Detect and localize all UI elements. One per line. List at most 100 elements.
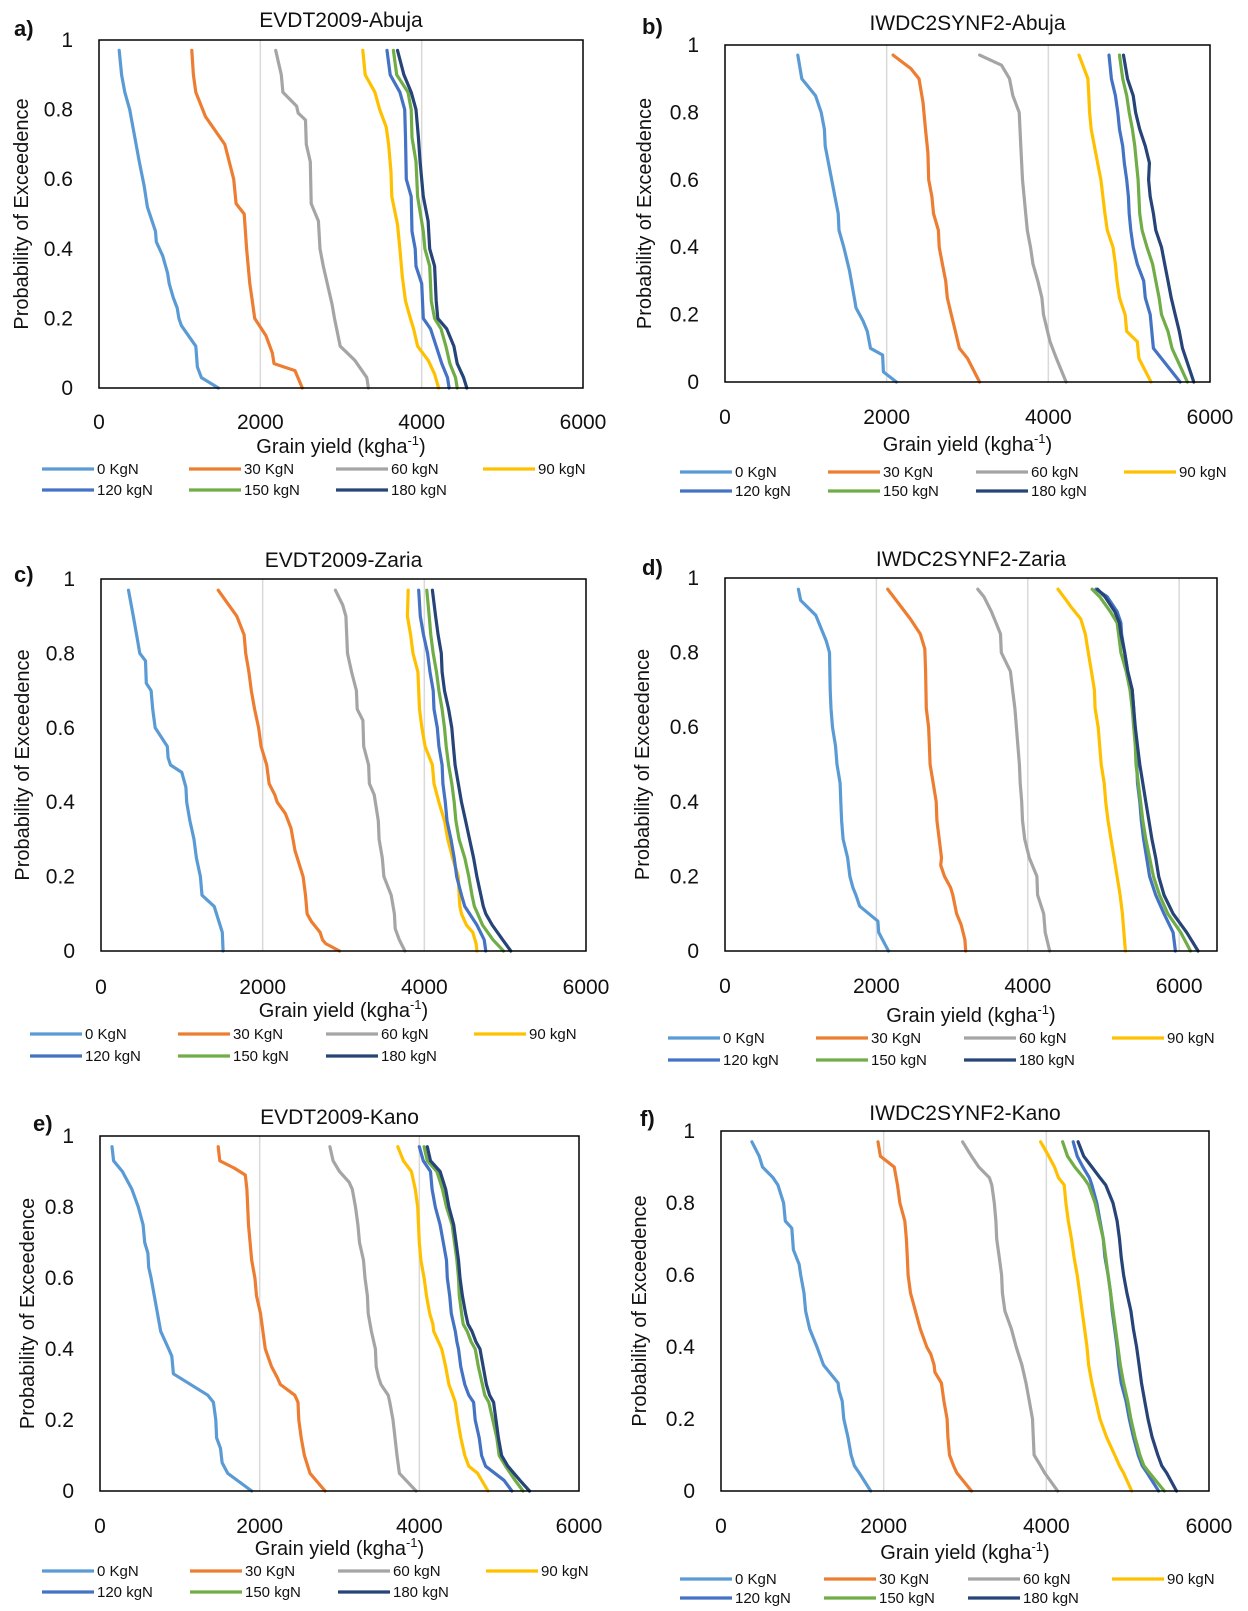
chart-panel-6: IWDC2SYNF2-Kano f) 0 0.2 0.4 0.6 0.8 1 0 2000 4000… xyxy=(629,1102,1232,1607)
legend-label: 90 kgN xyxy=(1167,1571,1215,1588)
x-tick-label: 4000 xyxy=(396,1515,443,1538)
series-line-60-kgn xyxy=(960,1140,1060,1493)
series-line-60-kgn xyxy=(328,1145,418,1493)
plot-frame xyxy=(100,578,587,952)
y-tick-label: 0.2 xyxy=(46,866,75,889)
y-tick-label: 0.6 xyxy=(670,716,699,739)
legend-label: 90 kgN xyxy=(1167,1030,1215,1047)
panel-label: d) xyxy=(642,555,663,580)
y-tick-label: 0.8 xyxy=(666,1192,695,1215)
legend: 0 KgN 30 KgN 60 kgN 90 kgN 120 kgN 150 kgN 180… xyxy=(42,1563,589,1601)
chart-panel-2: IWDC2SYNF2-Abuja b) 0 0.2 0.4 0.6 0.8 1 0 2000 400… xyxy=(634,12,1233,500)
y-tick-label: 0.2 xyxy=(44,307,73,330)
plot-frame xyxy=(98,39,584,389)
y-tick-label: 0.2 xyxy=(670,865,699,888)
x-tick-label: 0 xyxy=(719,406,731,429)
y-tick-label: 1 xyxy=(61,29,73,52)
series-line-30-kgn xyxy=(886,587,968,953)
legend-label: 120 kgN xyxy=(723,1052,779,1069)
legend-label: 150 kgN xyxy=(233,1048,289,1065)
x-tick-label: 0 xyxy=(93,411,105,434)
y-tick-label: 1 xyxy=(687,34,699,57)
series-line-30-kgn xyxy=(190,48,304,390)
x-tick-label: 6000 xyxy=(556,1515,603,1538)
y-tick-label: 0.4 xyxy=(670,236,700,259)
chart-title: IWDC2SYNF2-Zaria xyxy=(876,548,1067,571)
x-tick-label: 4000 xyxy=(1004,975,1051,998)
x-tick-label: 2000 xyxy=(236,1515,283,1538)
series-line-90-kgn xyxy=(1038,1140,1134,1493)
chart-title: IWDC2SYNF2-Abuja xyxy=(869,12,1065,35)
plot-frame xyxy=(724,44,1211,383)
y-tick-label: 0 xyxy=(61,377,73,400)
chart-title: EVDT2009-Abuja xyxy=(259,9,423,32)
x-tick-label: 2000 xyxy=(853,975,900,998)
x-axis-label: Grain yield (kgha-1) xyxy=(883,431,1052,456)
legend-label: 0 KgN xyxy=(97,1563,139,1580)
legend-label: 120 kgN xyxy=(735,483,791,500)
series-line-90-kgn xyxy=(361,48,441,390)
series-line-0-kgn xyxy=(750,1140,873,1493)
plot-frame xyxy=(99,1135,580,1492)
legend-label: 30 KgN xyxy=(244,461,294,478)
series-line-0-kgn xyxy=(126,588,225,953)
panel-label: b) xyxy=(642,14,663,39)
legend-label: 0 KgN xyxy=(735,464,777,481)
series-line-60-kgn xyxy=(274,48,370,390)
y-tick-label: 0.8 xyxy=(46,642,75,665)
legend-label: 150 kgN xyxy=(879,1590,935,1607)
legend-label: 90 kgN xyxy=(1179,464,1227,481)
y-axis-label: Probability of Exceedence xyxy=(632,649,654,880)
plot-frame xyxy=(720,1130,1210,1492)
legend: 0 KgN 30 KgN 60 kgN 90 kgN 120 kgN 150 kgN 180… xyxy=(30,1026,577,1065)
series-line-0-kgn xyxy=(110,1145,254,1493)
series-line-90-kgn xyxy=(405,588,479,953)
series-line-150-kgn xyxy=(391,48,459,390)
series-line-120-kgn xyxy=(1071,1140,1161,1493)
y-axis-label: Probability of Exceedence xyxy=(629,1195,651,1426)
series-line-120-kgn xyxy=(417,588,488,953)
x-axis-label: Grain yield (kgha-1) xyxy=(259,997,428,1022)
series-line-180-kgn xyxy=(430,588,513,953)
legend-label: 30 KgN xyxy=(233,1026,283,1043)
y-tick-label: 0 xyxy=(683,1480,695,1503)
series-line-90-kgn xyxy=(1077,53,1153,384)
legend-label: 90 kgN xyxy=(541,1563,589,1580)
y-axis-label: Probability of Exceedence xyxy=(11,98,33,329)
legend-label: 120 kgN xyxy=(97,482,153,499)
legend-label: 60 kgN xyxy=(1019,1030,1067,1047)
x-tick-label: 6000 xyxy=(1187,406,1234,429)
legend-label: 60 kgN xyxy=(1031,464,1079,481)
legend: 0 KgN 30 KgN 60 kgN 90 kgN 120 kgN 150 kgN 180… xyxy=(668,1030,1215,1069)
series-line-150-kgn xyxy=(425,588,506,953)
panel-label: a) xyxy=(14,16,34,41)
panel-label: c) xyxy=(14,562,34,587)
series-line-180-kgn xyxy=(1121,53,1196,384)
y-tick-label: 0 xyxy=(62,1480,74,1503)
x-tick-label: 2000 xyxy=(863,406,910,429)
series-line-60-kgn xyxy=(976,587,1052,953)
y-tick-label: 0 xyxy=(687,371,699,394)
y-tick-label: 0 xyxy=(687,940,699,963)
y-tick-label: 0.2 xyxy=(666,1408,695,1431)
legend-label: 120 kgN xyxy=(85,1048,141,1065)
legend-label: 120 kgN xyxy=(97,1584,153,1601)
series-line-30-kgn xyxy=(876,1140,974,1493)
series-line-120-kgn xyxy=(417,1145,514,1493)
legend-label: 180 kgN xyxy=(391,482,447,499)
series-line-180-kgn xyxy=(425,1145,532,1493)
x-axis-label: Grain yield (kgha-1) xyxy=(886,1002,1055,1027)
x-tick-label: 0 xyxy=(95,976,107,999)
y-tick-label: 1 xyxy=(687,567,699,590)
series-line-150-kgn xyxy=(1060,1140,1166,1493)
chart-title: IWDC2SYNF2-Kano xyxy=(869,1102,1060,1125)
x-tick-label: 2000 xyxy=(239,976,286,999)
y-tick-label: 1 xyxy=(62,1125,74,1148)
x-tick-label: 6000 xyxy=(563,976,610,999)
chart-panel-4: IWDC2SYNF2-Zaria d) 0 0.2 0.4 0.6 0.8 1 0 2000 400… xyxy=(632,548,1218,1069)
legend-label: 150 kgN xyxy=(871,1052,927,1069)
x-axis-label: Grain yield (kgha-1) xyxy=(256,433,425,458)
series-line-120-kgn xyxy=(385,48,451,390)
x-tick-label: 0 xyxy=(715,1515,727,1538)
